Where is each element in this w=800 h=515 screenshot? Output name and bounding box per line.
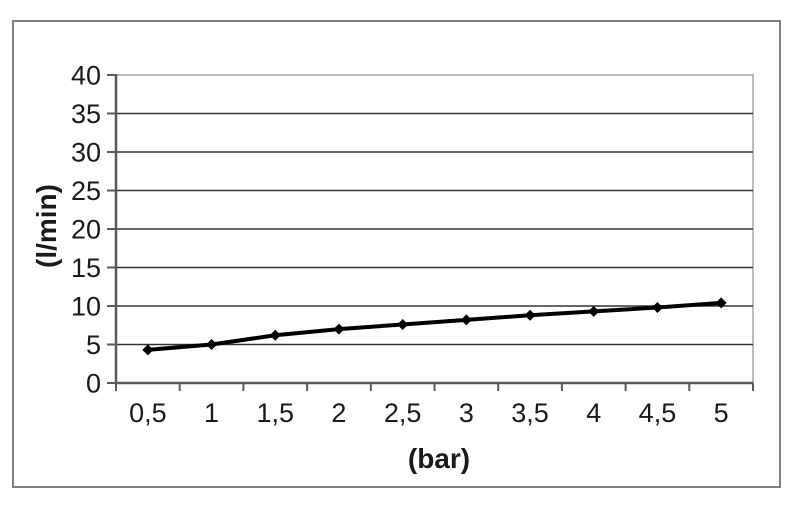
y-axis-title: (l/min) bbox=[31, 184, 62, 268]
y-tick-label: 5 bbox=[86, 330, 101, 360]
y-tick-label: 20 bbox=[71, 215, 101, 245]
y-tick-label: 40 bbox=[71, 61, 101, 91]
x-tick-label: 0,5 bbox=[129, 398, 167, 428]
chart-figure: 0 5 10 15 20 25 30 35 40 0,5 1 1,5 2 2,5 3 3,5 4 4,5 5 (l/… bbox=[12, 20, 781, 488]
x-tick-label: 3 bbox=[459, 398, 474, 428]
data-point-marker bbox=[651, 302, 663, 314]
y-tick-label: 30 bbox=[71, 138, 101, 168]
data-point-marker bbox=[206, 339, 218, 350]
x-tick-label: 4 bbox=[586, 398, 601, 428]
line-chart-canvas: 0 5 10 15 20 25 30 35 40 0,5 1 1,5 2 2,5 3 3,5 4 4,5 5 bbox=[71, 61, 754, 428]
y-tick-label: 10 bbox=[71, 292, 101, 322]
x-tick-label: 1,5 bbox=[256, 398, 294, 428]
y-tick-label: 0 bbox=[86, 369, 101, 399]
x-tick-label: 4,5 bbox=[639, 398, 677, 428]
x-tick-label: 2,5 bbox=[384, 398, 422, 428]
data-point-marker bbox=[142, 344, 154, 356]
data-point-marker bbox=[460, 314, 472, 326]
y-tick-label: 15 bbox=[71, 253, 101, 283]
data-point-marker bbox=[269, 329, 281, 341]
x-tick-label: 5 bbox=[714, 398, 729, 428]
y-tick-label: 35 bbox=[71, 99, 101, 129]
y-tick-label: 25 bbox=[71, 176, 101, 206]
data-point-marker bbox=[524, 309, 536, 321]
data-point-marker bbox=[397, 318, 409, 330]
x-tick-label: 2 bbox=[331, 398, 346, 428]
data-point-marker bbox=[715, 297, 727, 309]
data-point-marker bbox=[588, 305, 600, 317]
x-tick-label: 3,5 bbox=[511, 398, 549, 428]
series-line bbox=[145, 300, 724, 352]
x-tick-label: 1 bbox=[204, 398, 219, 428]
x-axis-title: (bar) bbox=[407, 443, 471, 474]
data-point-marker bbox=[333, 323, 345, 335]
